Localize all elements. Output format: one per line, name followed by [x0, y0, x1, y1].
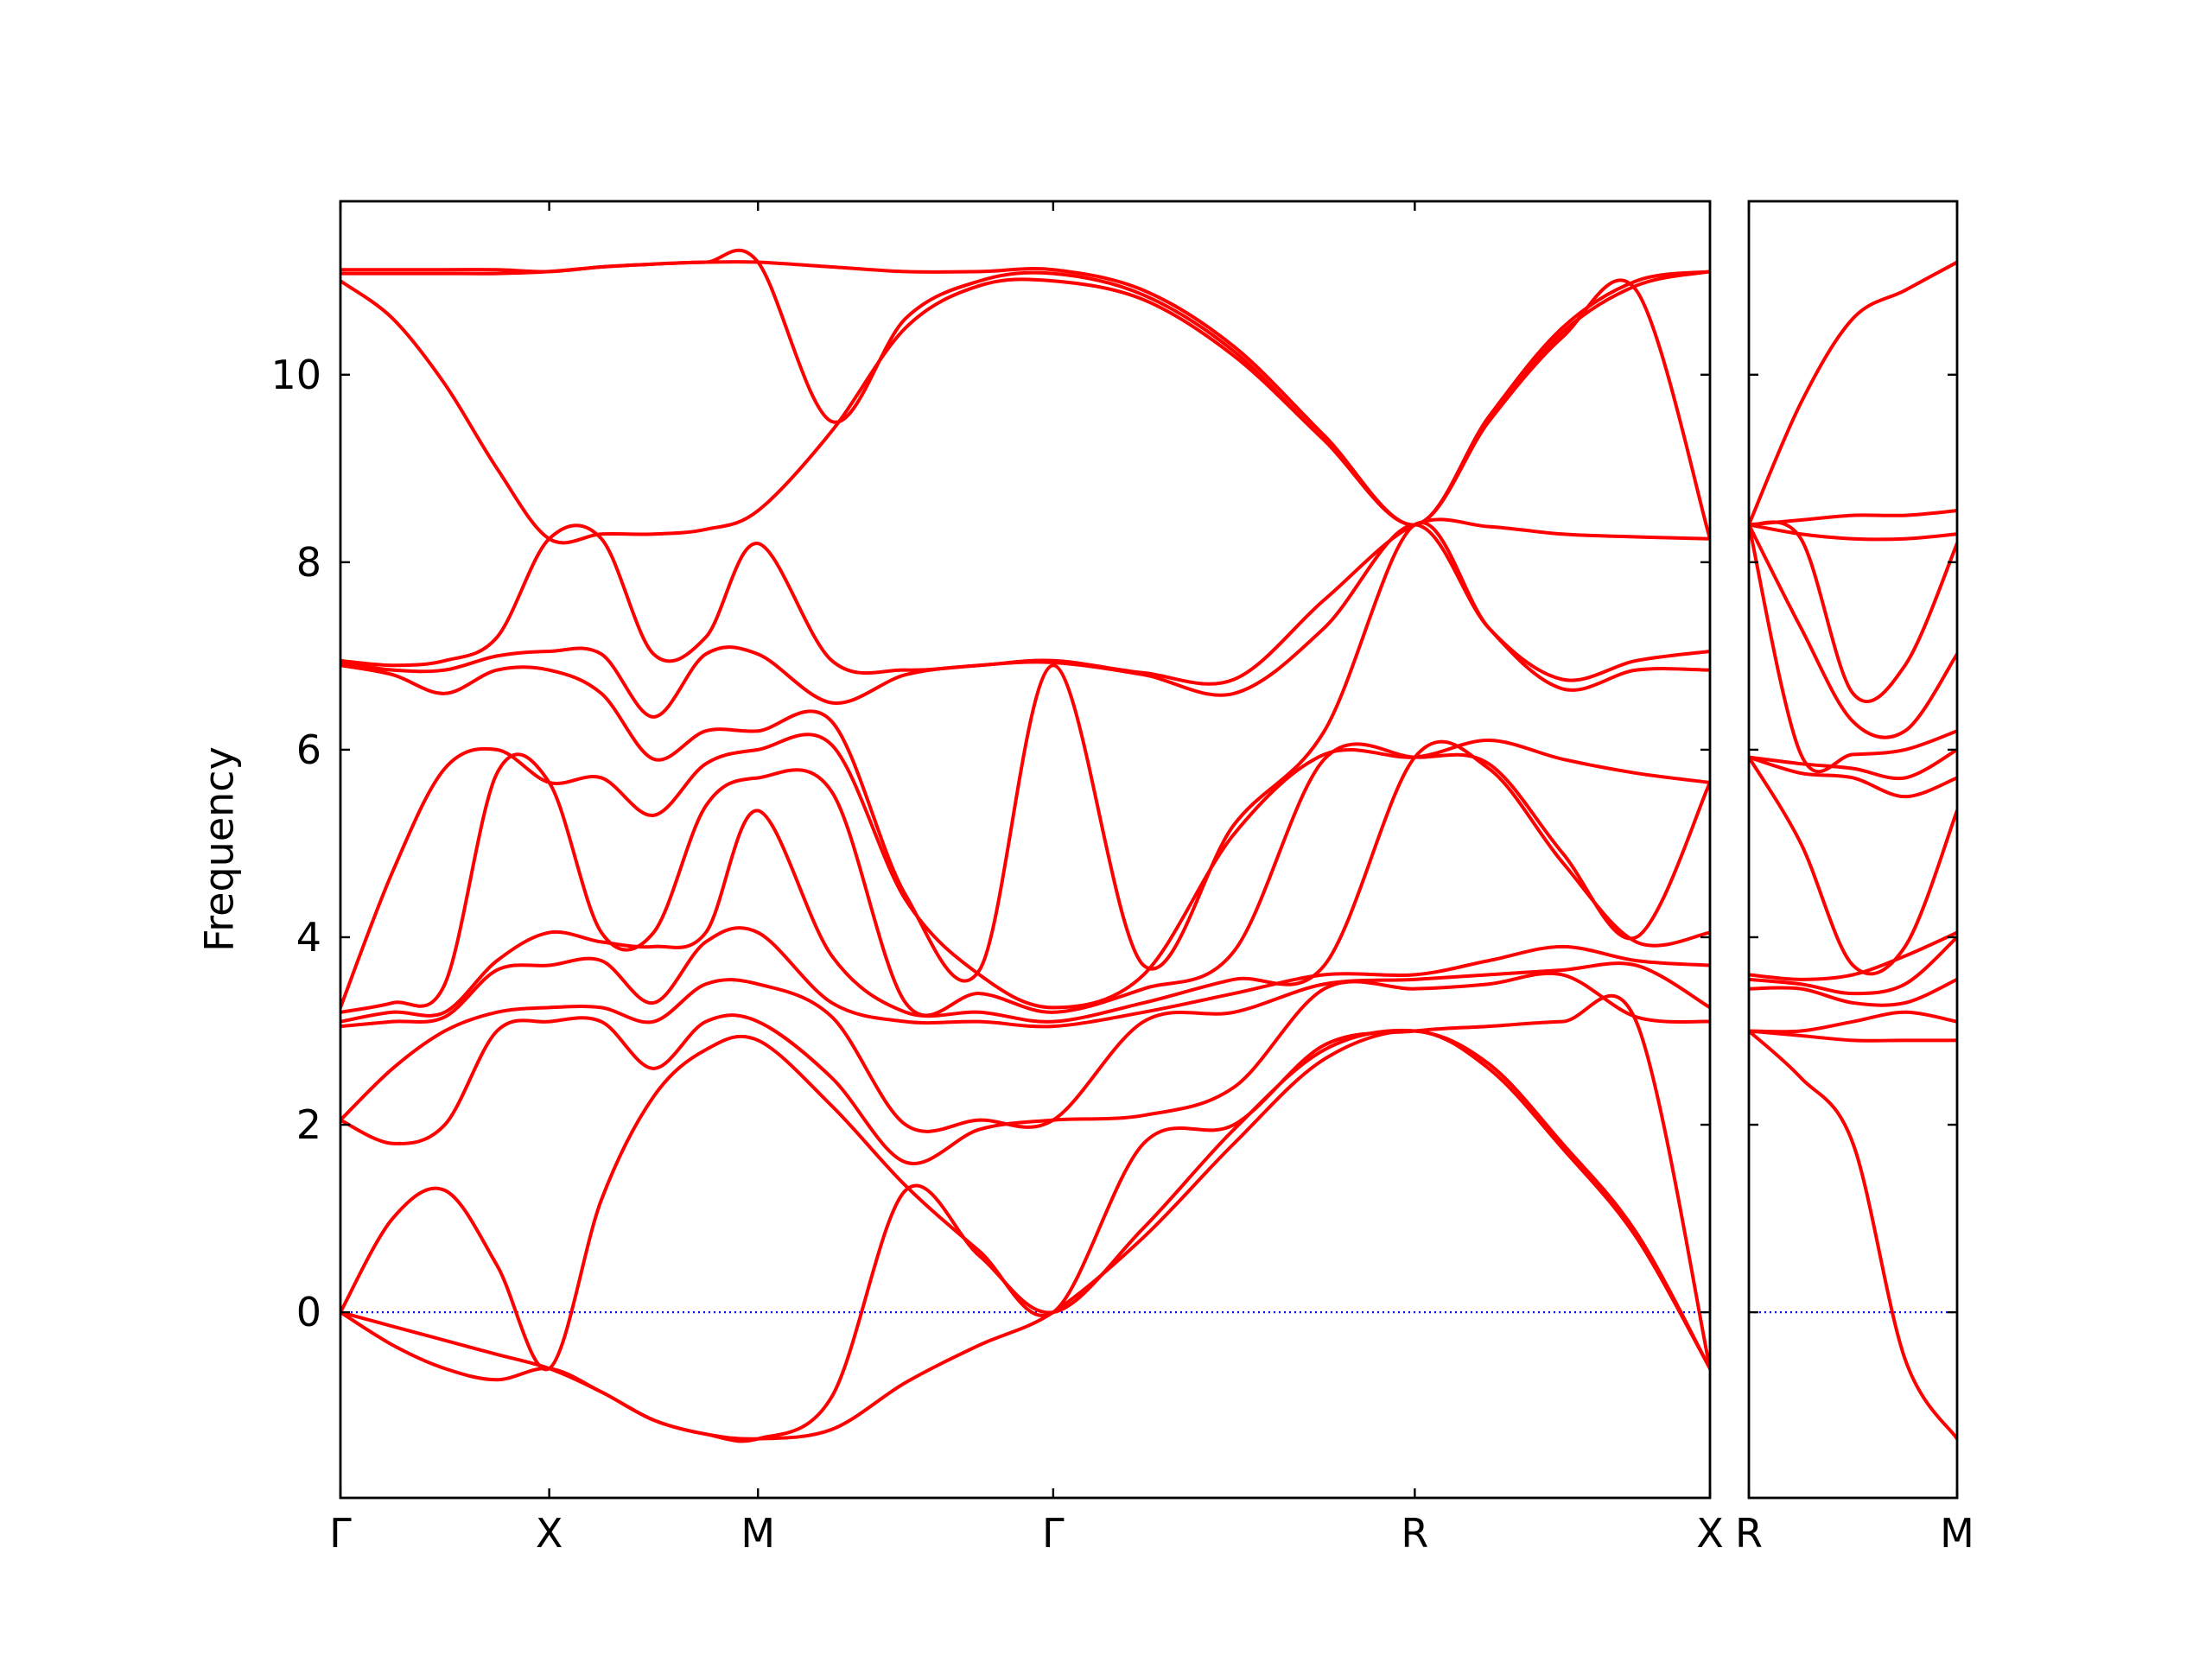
plot-area	[1749, 260, 1957, 1441]
band-line	[1749, 523, 1957, 774]
band-line	[1749, 930, 1957, 981]
band-line	[1749, 935, 1957, 996]
y-tick-label: 2	[296, 1101, 321, 1148]
band-line	[340, 971, 1710, 1165]
band-line	[1749, 1029, 1957, 1441]
x-tick-label: M	[1940, 1510, 1974, 1557]
x-tick-label: X	[1696, 1510, 1724, 1557]
y-tick-label: 8	[296, 539, 321, 586]
band-line	[340, 517, 1710, 686]
x-tick-label: Γ	[329, 1510, 352, 1557]
band-line	[340, 523, 1710, 719]
band-line	[340, 248, 1710, 527]
band-line	[340, 742, 1710, 1018]
y-tick-label: 4	[296, 914, 321, 961]
band-line	[1749, 509, 1957, 527]
band-line	[340, 1029, 1710, 1441]
band-line	[1749, 747, 1957, 781]
y-tick-label: 6	[296, 726, 321, 773]
band-line	[1749, 523, 1957, 739]
band-line	[1749, 520, 1957, 704]
band-line	[340, 1028, 1710, 1443]
band-line	[340, 926, 1710, 1029]
x-tick-label: M	[741, 1510, 775, 1557]
x-tick-label: X	[536, 1510, 563, 1557]
y-tick-label: 0	[296, 1289, 321, 1335]
y-tick-label: 10	[270, 352, 321, 398]
band-line	[1749, 1029, 1957, 1043]
band-line	[340, 260, 1710, 527]
axes-frame	[1747, 200, 1959, 1500]
band-line	[1749, 260, 1957, 527]
band-line	[1749, 1010, 1957, 1034]
band-line	[1749, 755, 1957, 976]
band-line	[340, 993, 1710, 1372]
band-line	[340, 277, 1710, 545]
y-axis-label: Frequency	[196, 746, 243, 952]
plot-area	[340, 248, 1710, 1443]
axes-frame	[339, 200, 1712, 1500]
x-tick-label: R	[1401, 1510, 1428, 1557]
band-line	[1749, 977, 1957, 1007]
x-tick-label: Γ	[1042, 1510, 1065, 1557]
band-line	[1749, 523, 1957, 542]
band-line	[340, 961, 1710, 1133]
band-line	[340, 521, 1710, 983]
band-line	[1749, 755, 1957, 799]
x-tick-label: R	[1735, 1510, 1763, 1557]
